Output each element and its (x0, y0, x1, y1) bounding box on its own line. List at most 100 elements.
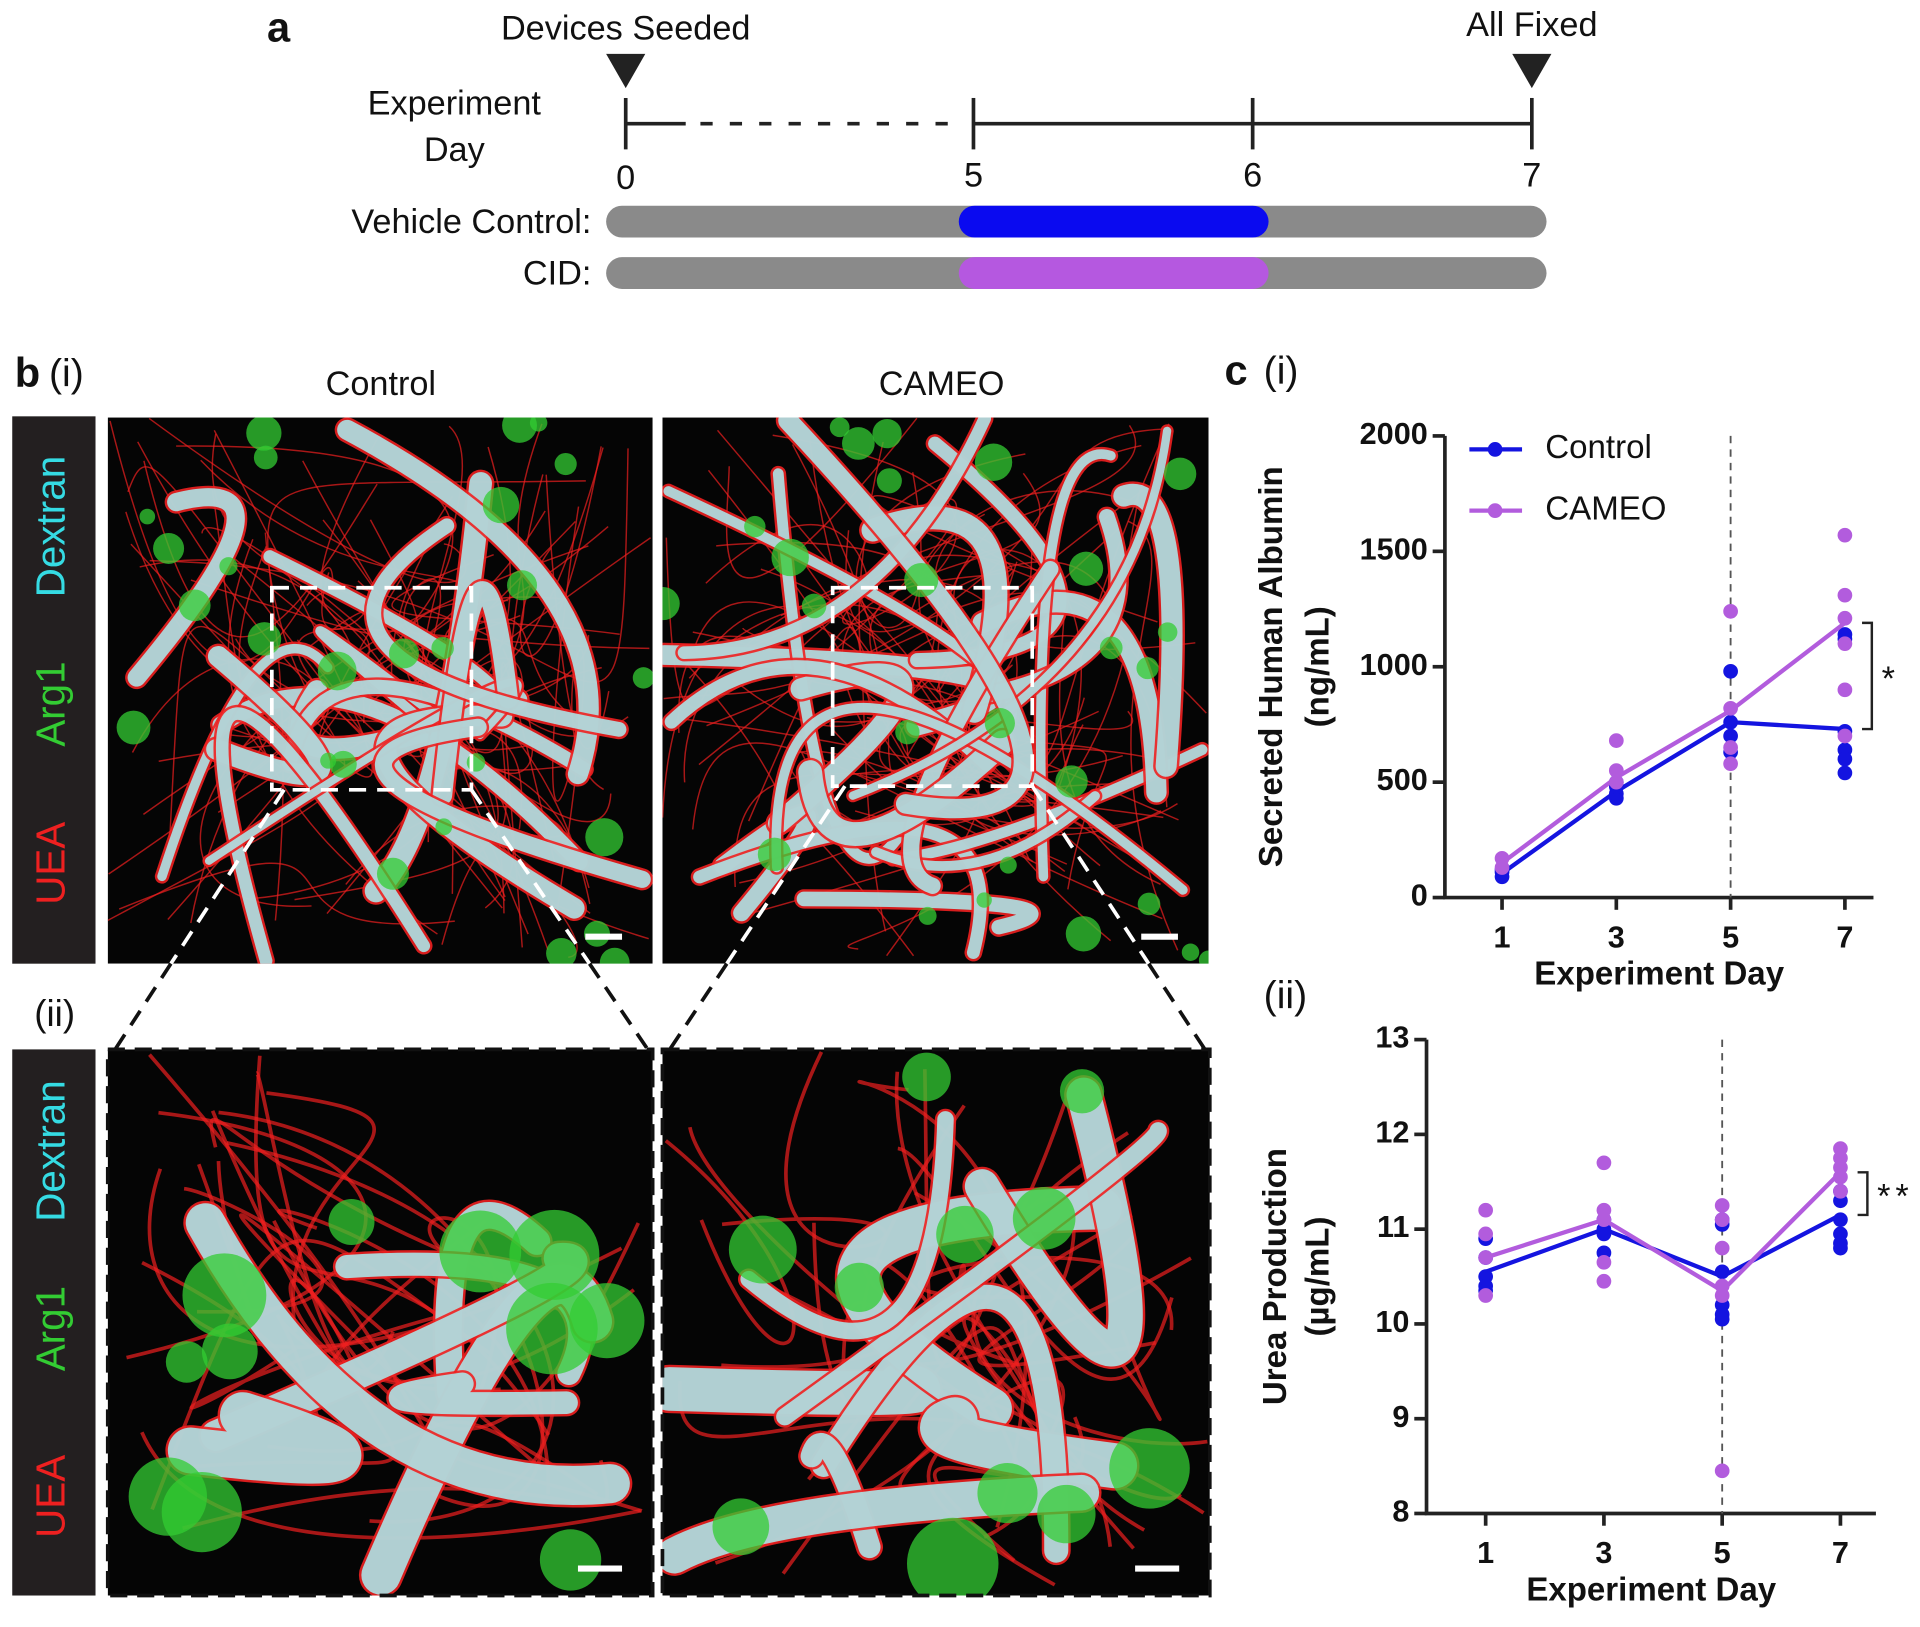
roi-box (270, 585, 474, 792)
data-point (1723, 664, 1738, 679)
cell (466, 753, 486, 772)
cell (376, 857, 409, 890)
cell (1109, 1428, 1190, 1509)
x-tick-label: 5 (1722, 920, 1739, 954)
condition-label: CAMEO (879, 365, 1005, 403)
panel-label: b (15, 349, 40, 396)
y-axis-label: (ng/mL) (1300, 606, 1337, 727)
cell (829, 417, 850, 438)
zoom-line (469, 788, 592, 965)
cell (317, 651, 357, 691)
legend-marker (1487, 503, 1503, 518)
legend-label: Control (1545, 429, 1652, 466)
day-tick-label: 6 (1243, 157, 1262, 195)
cell (876, 468, 902, 494)
cell (246, 417, 282, 451)
data-point (1714, 1311, 1730, 1327)
event-label: Devices Seeded (501, 10, 751, 48)
significance-bracket (1857, 1171, 1869, 1217)
micrograph (662, 417, 1209, 964)
y-tick-label: 0 (1411, 879, 1428, 913)
cell (201, 1323, 258, 1380)
fiber (934, 490, 1196, 651)
x-tick-label: 3 (1608, 920, 1625, 954)
data-point (1596, 1155, 1612, 1171)
cell (247, 622, 282, 656)
vessel (167, 1392, 362, 1484)
data-point (1723, 756, 1738, 772)
cell (744, 515, 766, 538)
micrograph (107, 1049, 653, 1596)
day-tick-label: 0 (616, 159, 635, 197)
mean-line (1485, 1170, 1842, 1294)
cell (153, 532, 185, 564)
x-axis-label: Experiment Day (1534, 956, 1784, 993)
vessel (388, 1372, 578, 1415)
zoom-line (1030, 785, 1151, 965)
cell (328, 1199, 375, 1246)
data-point (1608, 774, 1624, 790)
legend-marker (1487, 442, 1503, 457)
data-point (1596, 1226, 1612, 1242)
micrograph (107, 417, 653, 964)
x-tick-label: 7 (1832, 1536, 1849, 1570)
stain-label: UEA (28, 1455, 74, 1538)
zoom-line (169, 788, 286, 965)
y-tick-label: 500 (1377, 763, 1428, 797)
fiber (403, 578, 521, 695)
event-marker (1512, 53, 1552, 89)
cell (509, 1209, 600, 1300)
cell (529, 417, 548, 432)
cell (1099, 636, 1123, 660)
data-point (1596, 1212, 1612, 1228)
stain-bar (12, 416, 96, 964)
roi-box (830, 585, 1035, 788)
vessel (432, 581, 518, 806)
sub-label: (i) (49, 352, 84, 395)
cell (585, 818, 624, 857)
zoom-line (725, 785, 847, 965)
y-tick-label: 1000 (1360, 648, 1428, 682)
cell (178, 589, 211, 622)
stain-labels: Dextran Arg1 UEA Dextran Arg1 UEA (28, 456, 74, 1538)
data-point (1833, 1212, 1848, 1228)
y-axis-label: (µg/mL) (1300, 1217, 1337, 1337)
mean-line (1500, 719, 1846, 876)
stain-label: Arg1 (28, 661, 74, 746)
data-point (1714, 1240, 1730, 1256)
zoom-frame (105, 1047, 655, 1598)
data-point (1833, 1169, 1848, 1185)
cell (728, 1215, 797, 1284)
cell (128, 1457, 208, 1536)
stain-label: UEA (28, 822, 74, 905)
fiber (552, 506, 580, 802)
cell (974, 443, 1013, 481)
cell (431, 636, 454, 660)
vessel (740, 1111, 954, 1340)
micrographs (105, 417, 1212, 1598)
panel-label: c (1224, 346, 1247, 393)
fiber (1058, 598, 1161, 885)
fiber (150, 1238, 491, 1511)
x-tick-label: 3 (1595, 1536, 1612, 1570)
sub-label: (ii) (1264, 974, 1308, 1017)
vessel (677, 417, 992, 659)
data-point (1714, 1212, 1730, 1228)
vessel (798, 730, 1015, 846)
cell (482, 486, 520, 524)
fiber (305, 572, 365, 650)
cell (506, 1282, 598, 1375)
cell (662, 587, 680, 621)
stain-label: Dextran (28, 456, 74, 597)
data-point (1837, 587, 1853, 603)
y-axis-label: Urea Production (1257, 1148, 1294, 1405)
panel-label: a (267, 4, 291, 51)
fiber (725, 417, 918, 579)
cell (554, 452, 577, 476)
cell (936, 1205, 994, 1264)
cell (632, 667, 653, 689)
fiber (200, 459, 468, 772)
data-point (1596, 1254, 1612, 1270)
cell (139, 508, 156, 525)
row-label: Vehicle Control: (351, 203, 591, 241)
